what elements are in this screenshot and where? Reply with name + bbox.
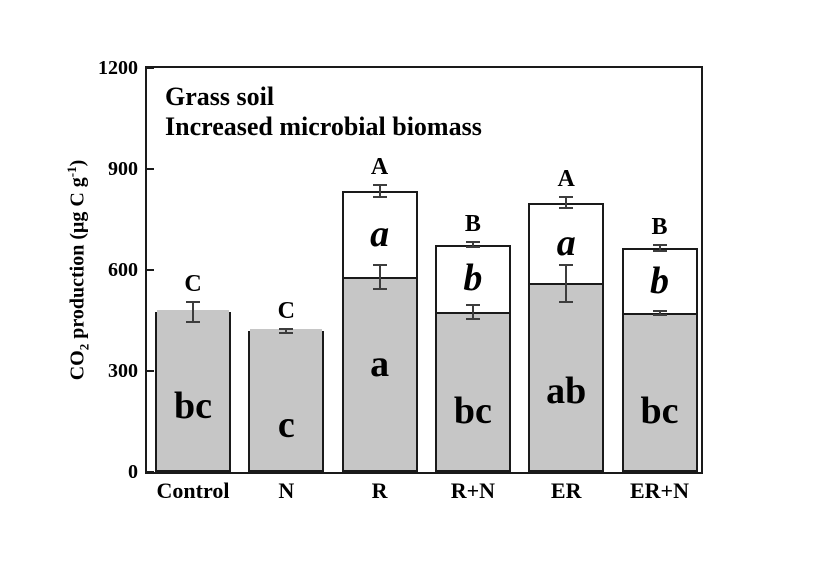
y-tick-mark-0 (147, 471, 154, 473)
y-tick-label-1200: 1200 (98, 57, 138, 79)
significance-letter-above-R+N: B (464, 211, 481, 238)
bar-segment-gray-R (343, 276, 416, 470)
chart-title-block: Grass soil Increased microbial biomass (165, 82, 482, 142)
error-bar-gray-Control-cap-top (186, 300, 200, 303)
error-bar-gray-R-cap-bottom (372, 287, 387, 290)
bar-R (341, 190, 418, 472)
y-tick-mark-600 (147, 269, 154, 271)
error-bar-total-ER-cap-bottom (559, 207, 574, 210)
y-tick-mark-1200 (147, 67, 154, 69)
error-bar-gray-R-cap-top (372, 263, 387, 266)
x-category-label-Control: Control (156, 478, 230, 503)
bar-ER (528, 202, 605, 472)
y-tick-label-600: 600 (108, 259, 138, 281)
bar-segment-gray-ER+N (623, 313, 696, 470)
x-category-label-R+N: R+N (450, 478, 496, 503)
significance-letter-gray-Control: bc (174, 385, 212, 428)
significance-letter-white-ER: a (556, 222, 576, 265)
significance-letter-gray-N: c (277, 403, 295, 446)
significance-letter-white-ER+N: b (650, 259, 669, 302)
significance-letter-above-N: C (277, 297, 295, 324)
chart-title-line2: Increased microbial biomass (165, 112, 482, 141)
y-tick-label-0: 0 (128, 461, 138, 483)
error-bar-gray-R+N-cap-bottom (465, 317, 480, 320)
error-bar-gray-Control (192, 301, 194, 323)
plot-area: Grass soil Increased microbial biomass C… (145, 66, 703, 474)
y-tick-label-900: 900 (108, 158, 138, 180)
significance-letter-above-R: A (370, 153, 389, 180)
error-bar-total-ER+N-cap-bottom (652, 249, 667, 252)
error-bar-gray-ER+N-cap-top (652, 310, 667, 313)
bar-segment-gray-Control (157, 310, 229, 470)
x-category-label-ER+N: ER+N (630, 478, 689, 503)
error-bar-total-ER+N-cap-top (652, 244, 667, 247)
y-axis-title-superscript: -1 (64, 166, 79, 178)
significance-letter-above-ER: A (557, 165, 575, 192)
error-bar-total-R+N-cap-top (465, 241, 480, 244)
error-bar-gray-ER-cap-bottom (559, 300, 574, 303)
x-category-label-N: N (278, 478, 295, 503)
error-bar-gray-R+N-cap-top (465, 304, 480, 307)
error-bar-total-R-cap-top (372, 183, 387, 186)
significance-letter-gray-ER: ab (546, 370, 587, 413)
bar-Control (155, 310, 231, 472)
error-bar-gray-ER-cap-top (559, 264, 574, 267)
y-axis-title-subscript: 2 (76, 343, 92, 351)
significance-letter-above-Control: C (184, 270, 202, 297)
y-tick-mark-900 (147, 168, 154, 170)
error-bar-total-ER-cap-top (559, 195, 574, 198)
significance-letter-above-ER+N: B (651, 214, 668, 241)
error-bar-gray-N-cap-top (279, 327, 294, 330)
y-axis-title: CO2 production (μg C g-1) (57, 98, 92, 442)
y-tick-label-300: 300 (108, 360, 138, 382)
significance-letter-gray-R+N: bc (453, 390, 492, 433)
error-bar-gray-ER (565, 265, 568, 302)
bar-segment-gray-N (250, 328, 323, 470)
x-category-label-R: R (371, 478, 388, 503)
error-bar-total-R-cap-bottom (372, 195, 387, 198)
x-category-label-ER: ER (550, 478, 582, 503)
error-bar-total-R+N-cap-bottom (465, 246, 480, 249)
error-bar-total-ER (565, 196, 568, 209)
error-bar-total-R+N (471, 242, 474, 248)
bar-segment-gray-ER (530, 283, 603, 470)
error-bar-gray-R (378, 264, 381, 289)
y-tick-mark-300 (147, 370, 154, 372)
error-bar-gray-N (285, 328, 288, 333)
significance-letter-gray-R: a (370, 343, 390, 386)
bar-N (248, 328, 325, 472)
significance-letter-white-R+N: b (463, 257, 483, 300)
significance-letter-gray-ER+N: bc (640, 390, 679, 433)
error-bar-total-R (378, 184, 381, 197)
error-bar-gray-Control-cap-bottom (186, 321, 200, 324)
chart-title-line1: Grass soil (165, 82, 275, 111)
error-bar-gray-R+N (471, 305, 474, 319)
error-bar-total-ER+N (658, 245, 661, 251)
error-bar-gray-ER+N (658, 311, 661, 316)
significance-letter-white-R: a (370, 212, 390, 255)
error-bar-gray-N-cap-bottom (279, 331, 294, 334)
error-bar-gray-ER+N-cap-bottom (652, 314, 667, 317)
